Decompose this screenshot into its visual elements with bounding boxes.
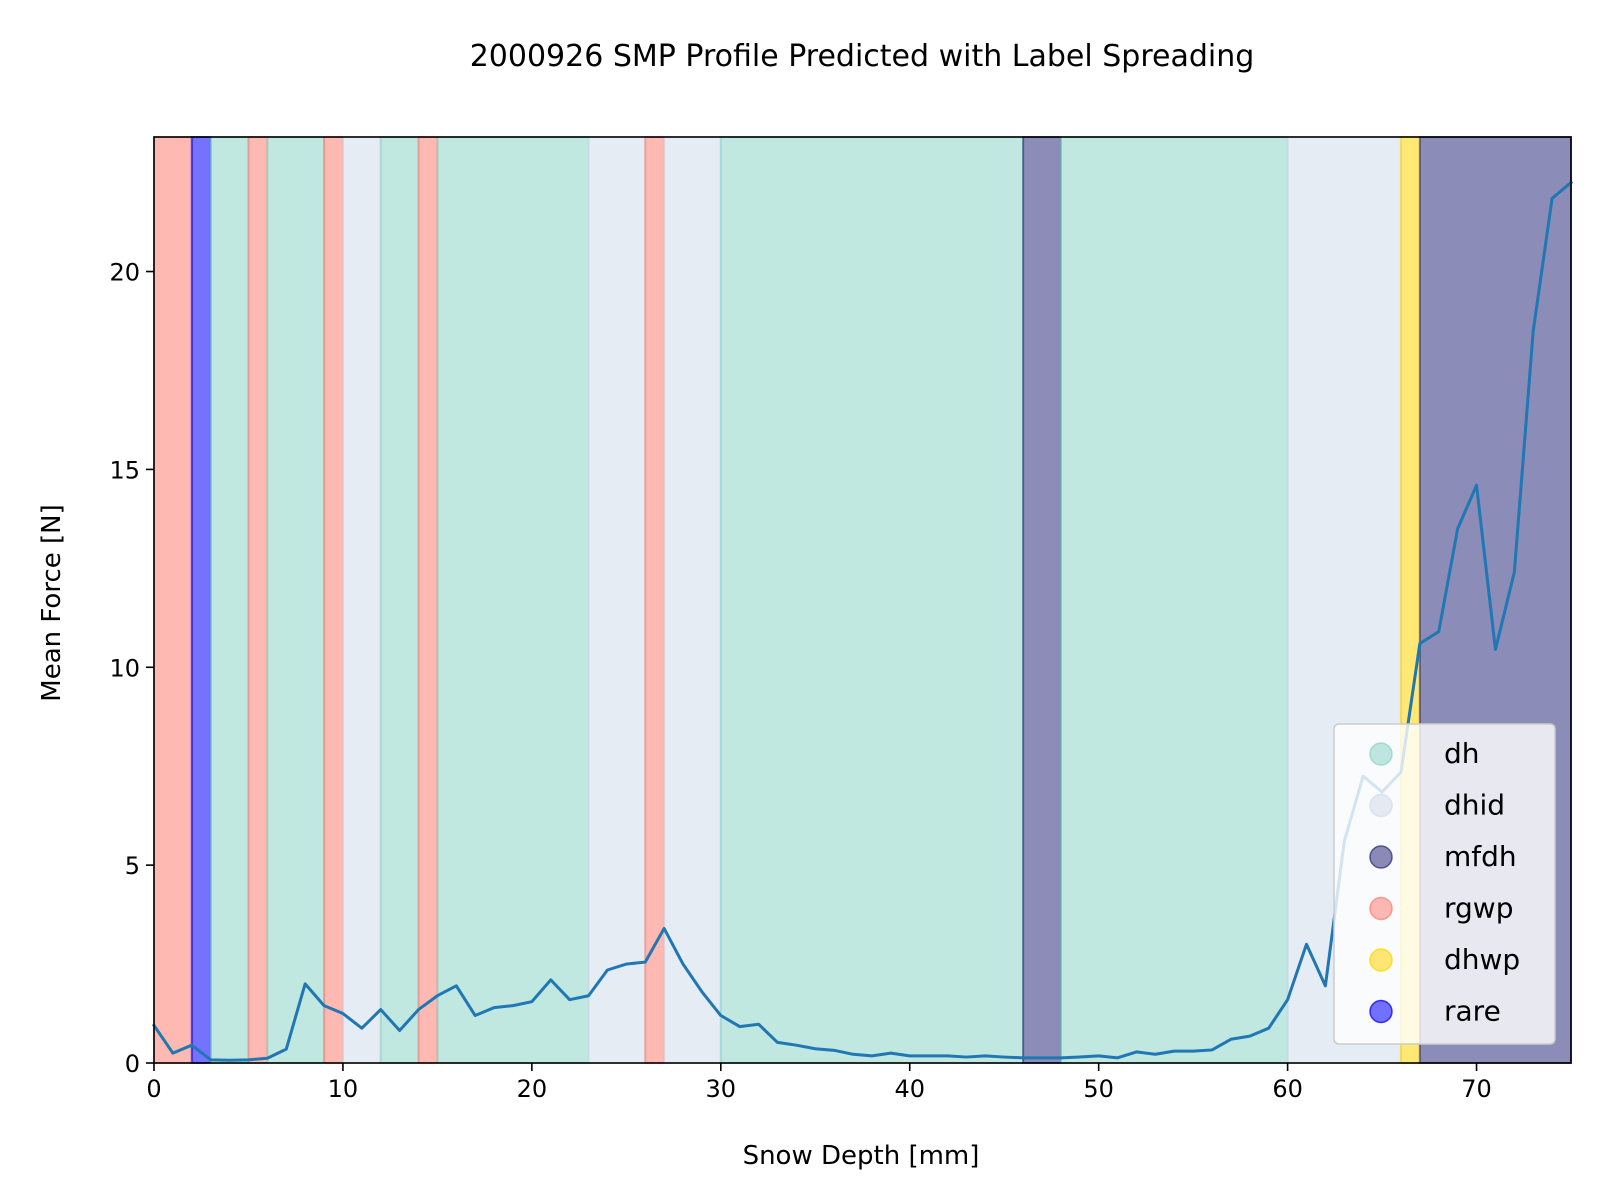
x-tick-label-10: 10 (328, 1075, 359, 1103)
band-mfdh-14 (1023, 137, 1061, 1063)
y-tick-label-0: 0 (125, 1050, 140, 1078)
band-dhid-10 (589, 137, 646, 1063)
y-tick-label-5: 5 (125, 852, 140, 880)
legend-label-dhid: dhid (1444, 789, 1505, 822)
x-tick-label-0: 0 (146, 1075, 161, 1103)
legend-marker-rgwp (1370, 898, 1392, 920)
x-tick-label-50: 50 (1083, 1075, 1114, 1103)
band-rare-1 (192, 137, 211, 1063)
x-tick-label-30: 30 (706, 1075, 737, 1103)
x-tick-label-20: 20 (517, 1075, 548, 1103)
x-tick-label-70: 70 (1461, 1075, 1492, 1103)
x-axis-label: Snow Depth [mm] (743, 1141, 980, 1171)
legend-label-dhwp: dhwp (1444, 943, 1520, 976)
legend-marker-rare (1370, 1001, 1392, 1023)
band-dh-2 (211, 137, 249, 1063)
legend-label-rare: rare (1444, 995, 1501, 1028)
y-axis-label: Mean Force [N] (37, 504, 67, 701)
legend-label-rgwp: rgwp (1444, 892, 1513, 925)
x-tick-label-40: 40 (894, 1075, 925, 1103)
band-dh-7 (381, 137, 419, 1063)
chart-title: 2000926 SMP Profile Predicted with Label… (470, 39, 1255, 74)
band-dhid-6 (343, 137, 381, 1063)
x-tick-label-60: 60 (1272, 1075, 1303, 1103)
band-dh-4 (267, 137, 324, 1063)
legend-label-mfdh: mfdh (1444, 840, 1517, 873)
y-tick-label-10: 10 (109, 654, 140, 682)
y-tick-label-15: 15 (109, 456, 140, 484)
band-rgwp-8 (419, 137, 438, 1063)
legend-marker-dhid (1370, 795, 1392, 817)
band-dh-13 (721, 137, 1023, 1063)
legend-marker-dh (1370, 743, 1392, 765)
band-rgwp-11 (645, 137, 664, 1063)
legend: dh dhid mfdh rgwp dhwp rare (1334, 724, 1555, 1044)
legend-marker-mfdh (1370, 846, 1392, 868)
y-tick-label-20: 20 (109, 259, 140, 287)
legend-marker-dhwp (1370, 949, 1392, 971)
band-dh-15 (1061, 137, 1288, 1063)
band-dhid-12 (664, 137, 721, 1063)
band-rgwp-0 (154, 137, 192, 1063)
band-dh-9 (437, 137, 588, 1063)
band-rgwp-3 (248, 137, 267, 1063)
legend-label-dh: dh (1444, 737, 1480, 770)
band-rgwp-5 (324, 137, 343, 1063)
